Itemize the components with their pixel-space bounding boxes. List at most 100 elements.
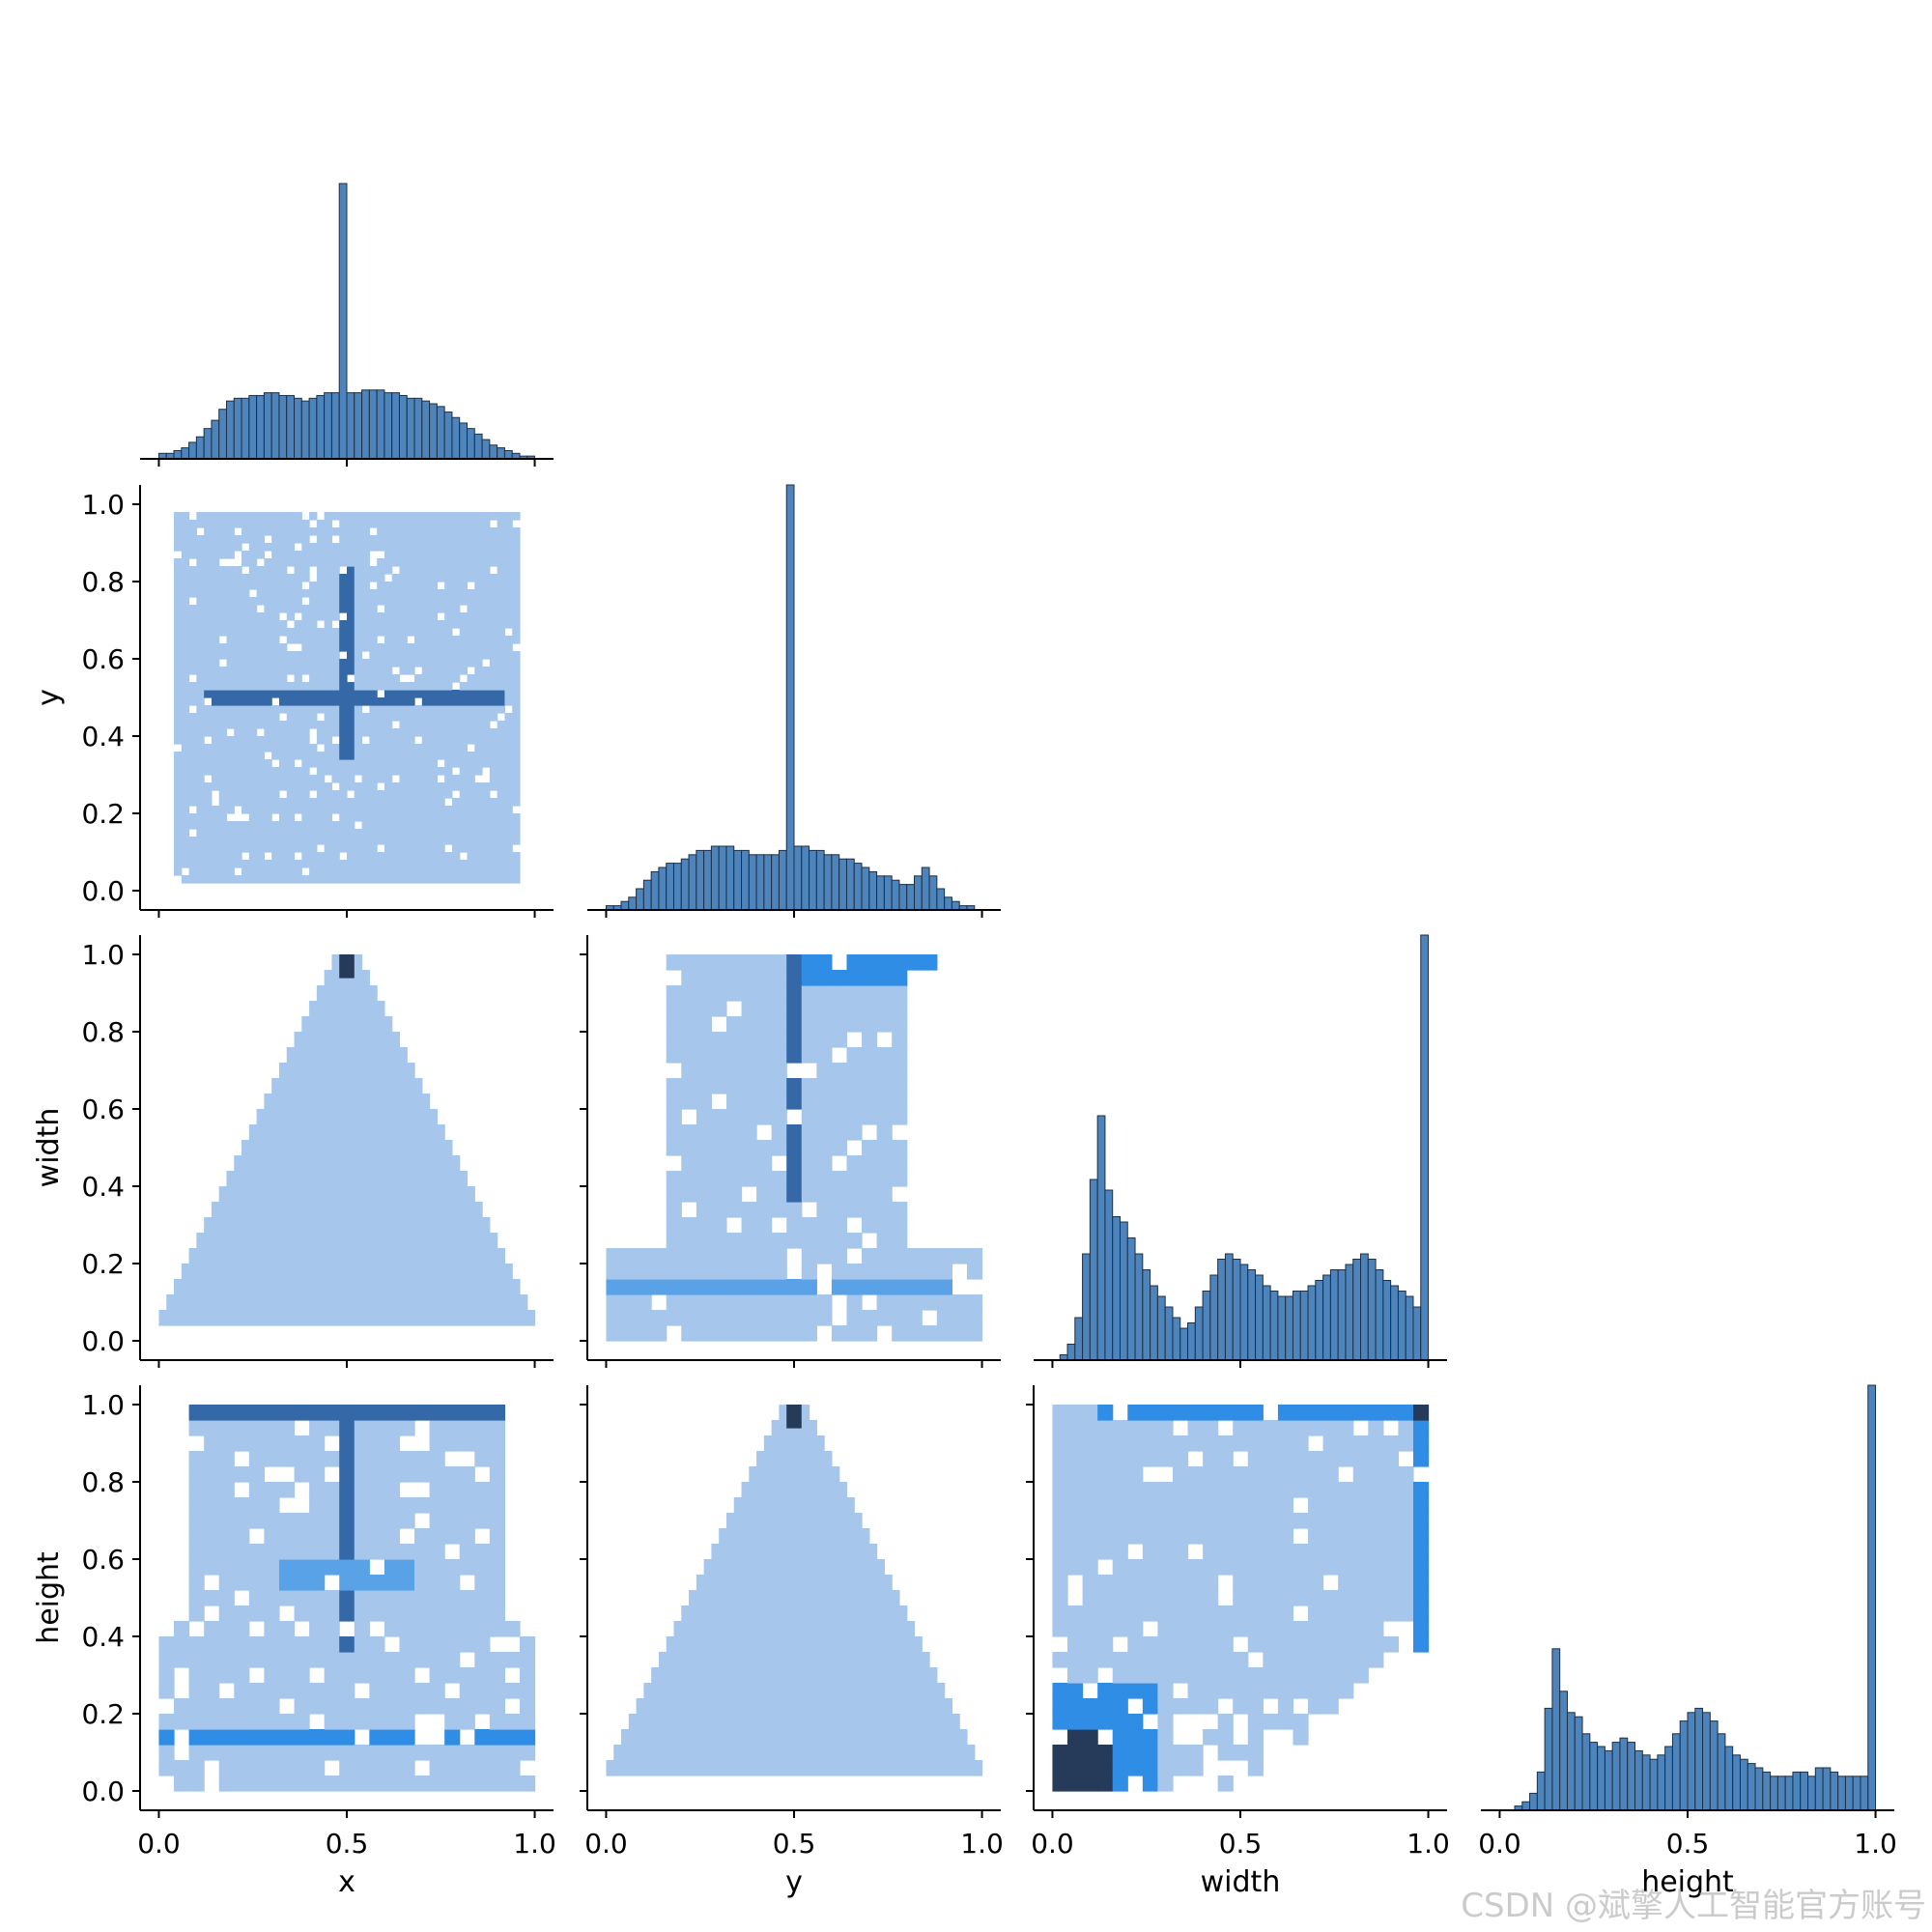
heatmap-cell-y-x	[421, 875, 431, 884]
heatmap-cell-width-x	[196, 1240, 205, 1249]
heatmap-cell-y-x	[399, 682, 408, 691]
heatmap-cell-y-x	[399, 527, 408, 536]
heatmap-cell-width-y	[741, 1202, 757, 1218]
heatmap-cell-y-x	[278, 852, 288, 861]
heatmap-cell-y-x	[497, 829, 506, 838]
heatmap-cell-y-x	[399, 535, 408, 544]
heatmap-cell-width-x	[347, 1171, 355, 1179]
heatmap-cell-width-x	[369, 1148, 378, 1156]
heatmap-cell-y-x	[384, 728, 393, 737]
heatmap-cell-width-x	[256, 1240, 265, 1249]
heatmap-cell-y-x	[504, 852, 513, 861]
heatmap-cell-width-y	[922, 954, 938, 971]
hist-bar-x	[263, 392, 272, 460]
heatmap-cell-y-x	[309, 806, 318, 814]
heatmap-cell-width-x	[474, 1248, 483, 1257]
heatmap-cell-y-x	[444, 875, 453, 884]
hist-bar-x	[421, 400, 431, 460]
heatmap-cell-width-x	[384, 1209, 393, 1218]
heatmap-cell-width-y	[831, 1063, 848, 1079]
heatmap-cell-width-x	[384, 1310, 393, 1319]
heatmap-cell-width-x	[324, 1148, 333, 1156]
heatmap-cell-height-y	[725, 1513, 735, 1521]
heatmap-cell-y-x	[218, 775, 228, 783]
heatmap-cell-y-x	[482, 651, 491, 660]
heatmap-cell-y-x	[497, 821, 506, 830]
heatmap-cell-height-x	[188, 1698, 205, 1715]
heatmap-cell-y-x	[347, 682, 355, 691]
heatmap-cell-height-x	[309, 1636, 326, 1653]
heatmap-cell-height-x	[474, 1575, 491, 1591]
heatmap-cell-height-y	[719, 1590, 727, 1599]
heatmap-cell-height-x	[384, 1513, 401, 1529]
heatmap-cell-width-x	[218, 1186, 228, 1195]
heatmap-cell-height-y	[733, 1706, 743, 1715]
heatmap-cell-y-x	[211, 620, 220, 629]
heatmap-cell-y-x	[278, 620, 288, 629]
heatmap-cell-width-x	[429, 1171, 438, 1179]
heatmap-cell-width-x	[399, 1217, 408, 1226]
heatmap-cell-width-x	[384, 1186, 393, 1195]
heatmap-cell-y-x	[377, 705, 385, 714]
heatmap-cell-width-x	[361, 1294, 370, 1303]
heatmap-cell-y-x	[451, 674, 461, 683]
heatmap-cell-width-y	[771, 1063, 787, 1079]
heatmap-cell-height-x	[519, 1729, 536, 1746]
heatmap-cell-y-x	[331, 674, 340, 683]
heatmap-cell-y-x	[474, 759, 483, 768]
heatmap-cell-y-x	[211, 806, 220, 814]
heatmap-cell-y-x	[467, 605, 475, 613]
heatmap-cell-width-x	[324, 1248, 333, 1257]
heatmap-cell-y-x	[512, 558, 521, 567]
heatmap-cell-width-x	[429, 1148, 438, 1156]
heatmap-cell-height-y	[725, 1683, 735, 1691]
heatmap-cell-y-x	[218, 875, 228, 884]
heatmap-cell-y-x	[218, 682, 228, 691]
heatmap-cell-width-x	[497, 1287, 506, 1295]
heatmap-cell-y-x	[174, 636, 183, 644]
heatmap-cell-width-x	[316, 1117, 326, 1125]
heatmap-cell-width-x	[391, 1240, 401, 1249]
heatmap-cell-y-x	[369, 829, 378, 838]
heatmap-cell-height-y	[711, 1575, 720, 1583]
heatmap-cell-y-x	[301, 782, 310, 791]
heatmap-cell-width-x	[331, 1086, 340, 1094]
heatmap-cell-height-y	[763, 1582, 773, 1591]
heatmap-cell-y-x	[271, 821, 280, 830]
hist-bar-y	[906, 884, 916, 911]
heatmap-cell-y-x	[264, 527, 272, 536]
heatmap-cell-height-y	[711, 1690, 720, 1699]
heatmap-cell-y-x	[278, 736, 288, 745]
heatmap-cell-width-x	[226, 1240, 235, 1249]
heatmap-cell-y-x	[474, 636, 483, 644]
heatmap-cell-y-x	[391, 875, 401, 884]
heatmap-cell-height-x	[188, 1776, 205, 1792]
heatmap-cell-y-x	[324, 798, 333, 807]
heatmap-cell-y-x	[512, 752, 521, 760]
heatmap-cell-y-x	[391, 860, 401, 868]
heatmap-cell-y-x	[384, 798, 393, 807]
heatmap-cell-y-x	[324, 628, 333, 637]
heatmap-cell-y-x	[309, 636, 318, 644]
heatmap-cell-y-x	[377, 875, 385, 884]
heatmap-cell-width-x	[444, 1318, 453, 1326]
heatmap-cell-height-x	[309, 1559, 326, 1576]
heatmap-cell-width-x	[384, 1202, 393, 1210]
heatmap-cell-y-x	[459, 628, 469, 637]
heatmap-cell-y-x	[248, 551, 258, 559]
heatmap-cell-height-x	[474, 1435, 491, 1452]
heatmap-cell-y-x	[339, 543, 348, 552]
heatmap-cell-y-x	[384, 566, 393, 575]
heatmap-cell-height-y	[658, 1706, 668, 1715]
hist-bar-height	[1544, 1707, 1553, 1811]
heatmap-cell-width-x	[354, 1132, 363, 1141]
heatmap-cell-height-x	[309, 1451, 326, 1467]
heatmap-cell-y-x	[437, 829, 445, 838]
hist-bar-y	[785, 484, 795, 911]
heatmap-cell-y-x	[437, 837, 445, 845]
heatmap-cell-width-x	[271, 1109, 280, 1118]
heatmap-cell-height-x	[294, 1590, 310, 1606]
heatmap-cell-width-y	[816, 1202, 833, 1218]
heatmap-cell-y-x	[174, 674, 183, 683]
heatmap-cell-y-x	[429, 728, 438, 737]
